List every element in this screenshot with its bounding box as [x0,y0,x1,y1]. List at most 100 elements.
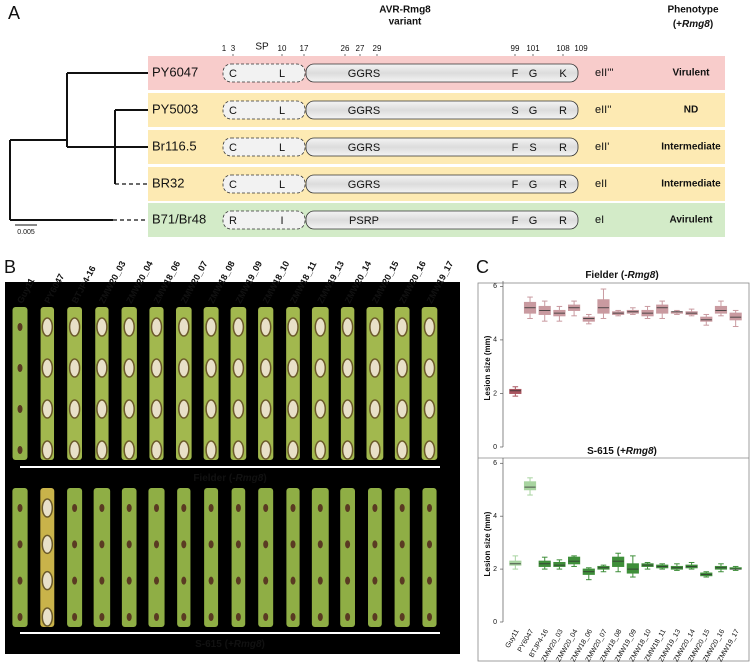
lesion [99,504,105,512]
protein-body [305,137,579,157]
phenotype: Intermediate [661,142,721,153]
chart-title-part: -Rmg8 [624,270,656,281]
lesion [372,576,378,585]
lesion [96,317,108,337]
panel-label: B [4,257,16,277]
strain-name: PY6047 [152,64,198,79]
lesion [317,613,323,621]
lesion [17,323,23,331]
header: Phenotype [667,5,719,16]
residue: R [559,142,567,154]
lesion [150,440,163,460]
chart-title-part: ) [654,446,657,457]
leaf [67,307,82,460]
residue: G [529,68,538,80]
y-tick-label: 2 [493,390,497,397]
chart-frame [477,282,750,662]
lesion [208,504,214,512]
lesion [423,317,436,337]
chart-title-part: Fielder ( [585,270,625,281]
box [568,556,581,565]
box [553,561,566,567]
lesion [17,540,23,549]
y-tick-label: 0 [493,444,497,451]
lesion [372,504,378,512]
chart-title-part: ) [655,270,658,281]
box [612,556,625,567]
leaf [286,307,300,460]
allele: eII' [595,141,609,153]
lesion [345,613,351,621]
lesion [317,540,323,549]
residue-position: 27 [356,44,365,53]
lesion [181,576,187,585]
residue-position: SP [255,42,269,53]
residue-position: 3 [231,44,236,53]
residue: F [512,68,519,80]
lesion [205,440,217,460]
lesion [345,504,351,512]
lesion [287,358,299,378]
lesion [341,317,354,337]
lesion [41,440,54,460]
y-tick-label: 0 [493,619,497,626]
lesion [72,504,78,512]
residue: S [529,142,536,154]
lesion [235,576,241,585]
lesion [399,504,405,512]
lesion [41,498,54,518]
allele: eII'' [595,104,611,116]
residue: G [529,215,538,227]
residue: C [229,105,237,117]
lesion [41,358,54,378]
lesion [68,440,81,460]
leaf [258,488,274,627]
lesion [232,358,245,378]
leaf [40,488,55,627]
lesion [290,576,296,585]
leaf [230,307,247,460]
chart-title-part: +Rmg8 [620,446,654,457]
lesion [154,504,159,512]
lesion [205,399,217,419]
box [597,299,610,314]
panel-label: C [476,257,489,277]
residue: C [229,142,237,154]
lesion [126,504,132,512]
residue-position: 108 [556,44,570,53]
residue: S [511,105,518,117]
leaf [422,488,437,627]
residue: L [279,179,285,191]
lesion [208,540,214,549]
residue-position: 109 [574,44,588,53]
residue: R [559,105,567,117]
lesion [341,440,354,460]
y-tick-label: 6 [493,460,497,467]
lesion [369,440,381,460]
lesion [235,504,241,512]
residue-position: 29 [373,44,382,53]
lesion [178,440,190,460]
lesion [150,317,163,337]
residue: GGRS [348,142,380,154]
caption: S-615 (+Rmg8) [195,639,265,650]
residue-position: 101 [526,44,540,53]
box [714,305,728,314]
residue-position: 26 [341,44,350,53]
strain-name: PY5003 [152,101,198,116]
strain-name: Br116.5 [152,138,197,153]
lesion [72,540,78,549]
box [509,560,522,566]
y-tick-label: 4 [493,337,497,344]
lesion [263,576,269,585]
lesion [314,440,327,460]
chart-title-part: S-615 ( [587,446,620,457]
lesion [369,399,381,419]
leaf [149,307,164,460]
lesion [314,317,327,337]
caption-part: S-615 ( [195,639,228,650]
tree [9,72,148,226]
signal-peptide [222,174,306,194]
signal-peptide [222,63,306,83]
residue: C [229,68,237,80]
